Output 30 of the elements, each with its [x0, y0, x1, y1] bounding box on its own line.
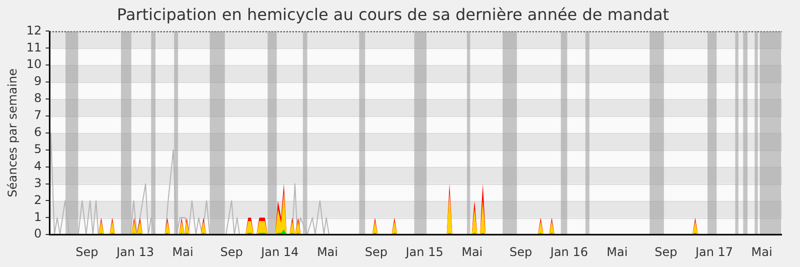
chart-title: Participation en hemicycle au cours de sa dernière année de mandat — [116, 4, 670, 24]
y-tick-label: 1 — [34, 210, 42, 224]
y-tick-label: 8 — [34, 91, 42, 106]
y-tick-label: 11 — [26, 40, 42, 54]
x-tick-label: Mai — [751, 244, 772, 259]
x-tick-label: Sep — [654, 244, 678, 259]
y-tick-label: 10 — [26, 57, 42, 72]
y-tick-label: 3 — [34, 176, 42, 190]
x-tick-label: Mai — [606, 244, 628, 259]
x-tick-label: Sep — [76, 244, 98, 259]
y-tick-label: 5 — [34, 142, 42, 156]
x-tick-label: Sep — [364, 244, 388, 259]
x-tick-label: Jan 15 — [404, 244, 444, 259]
y-axis-title: Séances par semaine — [5, 68, 20, 198]
x-tick-label: Sep — [510, 244, 532, 259]
y-tick-label: 12 — [26, 23, 42, 38]
x-tick-label: Jan 13 — [115, 244, 154, 259]
y-tick-label: 0 — [34, 226, 42, 241]
y-tick-label: 9 — [34, 74, 42, 88]
y-tick-label: 2 — [34, 192, 42, 207]
x-tick-label: Jan 16 — [549, 244, 588, 259]
x-tick-label: Sep — [220, 244, 243, 259]
x-tick-label: Mai — [316, 244, 338, 259]
x-tick-label: Jan 17 — [694, 244, 734, 259]
y-tick-label: 4 — [34, 158, 42, 173]
y-tick-label: 6 — [34, 125, 42, 140]
x-tick-label: Mai — [172, 244, 194, 259]
x-tick-label: Jan 14 — [260, 244, 299, 259]
y-tick-label: 7 — [34, 108, 42, 122]
x-tick-label: Mai — [462, 244, 483, 259]
